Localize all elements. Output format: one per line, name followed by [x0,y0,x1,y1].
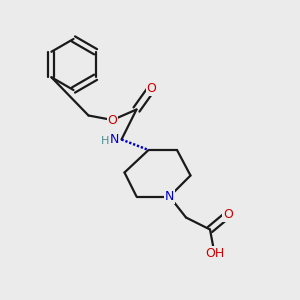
Text: O: O [223,208,233,221]
Text: OH: OH [205,247,224,260]
Text: N: N [109,133,119,146]
Text: O: O [147,82,156,95]
Text: H: H [101,136,109,146]
Text: N: N [165,190,174,203]
Text: O: O [108,113,117,127]
